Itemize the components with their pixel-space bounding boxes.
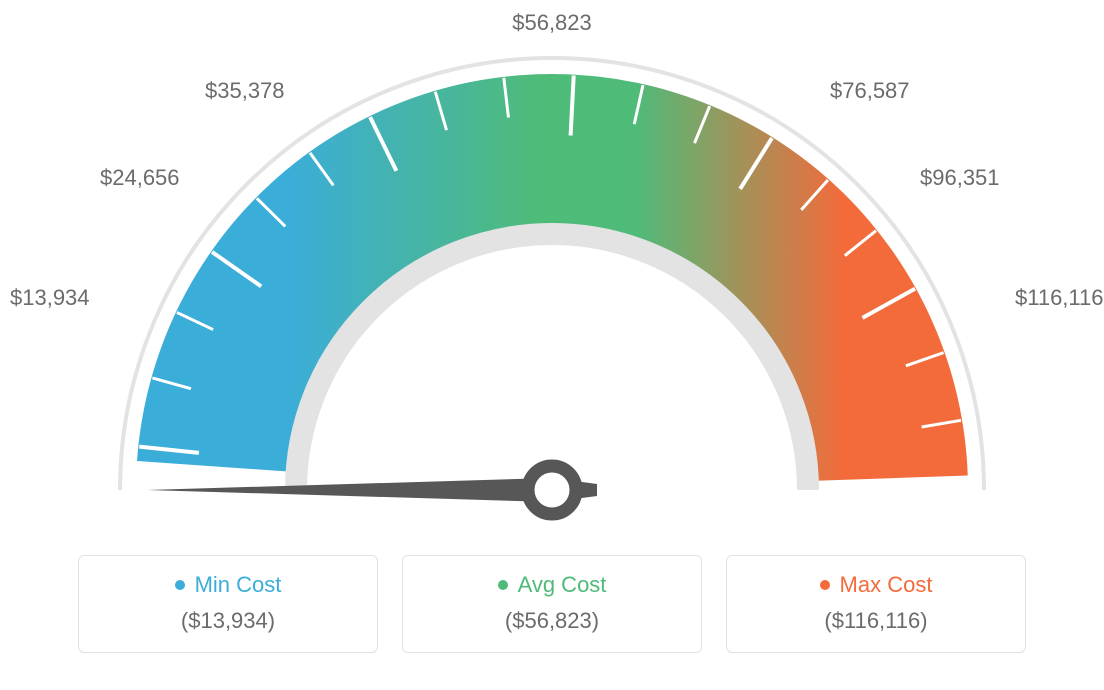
legend-label-min: Min Cost xyxy=(195,572,282,598)
scale-label: $56,823 xyxy=(512,10,592,36)
cost-gauge-chart: $13,934 $24,656 $35,378 $56,823 $76,587 $96,3… xyxy=(0,0,1104,690)
legend-title-avg: Avg Cost xyxy=(498,572,607,598)
legend-card-avg: Avg Cost ($56,823) xyxy=(402,555,702,653)
scale-label: $13,934 xyxy=(10,285,90,311)
scale-label: $76,587 xyxy=(830,78,910,104)
legend-value-min: ($13,934) xyxy=(79,608,377,634)
legend-row: Min Cost ($13,934) Avg Cost ($56,823) Ma… xyxy=(0,555,1104,653)
dot-icon-max xyxy=(820,580,830,590)
legend-value-max: ($116,116) xyxy=(727,608,1025,634)
scale-label: $35,378 xyxy=(205,78,285,104)
gauge-area: $13,934 $24,656 $35,378 $56,823 $76,587 $96,3… xyxy=(0,0,1104,540)
gauge-svg xyxy=(0,0,1104,540)
legend-title-max: Max Cost xyxy=(820,572,933,598)
legend-label-max: Max Cost xyxy=(840,572,933,598)
legend-title-min: Min Cost xyxy=(175,572,282,598)
scale-label: $24,656 xyxy=(100,165,180,191)
scale-label: $96,351 xyxy=(920,165,1000,191)
scale-label: $116,116 xyxy=(1015,285,1104,311)
legend-label-avg: Avg Cost xyxy=(518,572,607,598)
legend-card-min: Min Cost ($13,934) xyxy=(78,555,378,653)
dot-icon-avg xyxy=(498,580,508,590)
dot-icon-min xyxy=(175,580,185,590)
legend-value-avg: ($56,823) xyxy=(403,608,701,634)
legend-card-max: Max Cost ($116,116) xyxy=(726,555,1026,653)
